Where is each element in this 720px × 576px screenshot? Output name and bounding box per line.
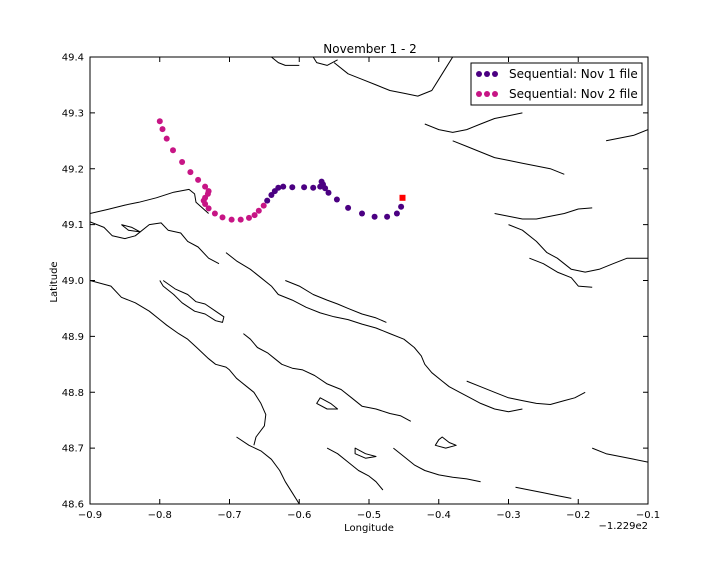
point-series-1 xyxy=(268,192,275,198)
y-tick-label: 49.3 xyxy=(62,108,84,119)
x-tick-label: −0.8 xyxy=(148,510,172,521)
chart-title: November 1 - 2 xyxy=(323,42,416,56)
coastline-17 xyxy=(424,112,523,133)
point-series-2 xyxy=(187,169,194,176)
coastline-13 xyxy=(592,447,648,463)
legend-label-1: Sequential: Nov 1 file xyxy=(509,67,638,81)
point-series-2 xyxy=(255,207,262,214)
y-tick-label: 48.6 xyxy=(62,500,84,511)
x-tick-label: −0.3 xyxy=(496,510,520,521)
point-series-2 xyxy=(260,202,267,209)
point-series-2 xyxy=(159,126,166,133)
coastline-18 xyxy=(452,140,565,175)
coastline-9 xyxy=(326,447,384,491)
legend-marker-2 xyxy=(492,91,498,97)
point-series-2 xyxy=(202,183,209,190)
point-series-1 xyxy=(301,184,308,191)
coastline-15 xyxy=(508,224,648,273)
y-tick-label: 48.7 xyxy=(62,444,84,455)
coastline-20 xyxy=(271,57,300,66)
point-series-2 xyxy=(163,135,170,142)
point-series-2 xyxy=(179,159,186,165)
point-series-1 xyxy=(384,213,391,220)
x-tick-label: −0.5 xyxy=(357,510,381,521)
coastline-11 xyxy=(393,447,481,483)
island-2 xyxy=(354,447,377,459)
coastline-layer xyxy=(90,57,648,504)
coastline-19 xyxy=(333,57,454,97)
y-tick-label: 49.0 xyxy=(62,276,84,287)
island-1 xyxy=(316,397,339,410)
point-series-2 xyxy=(156,118,163,125)
coastline-0 xyxy=(90,188,209,214)
point-series-1 xyxy=(359,210,365,217)
legend-label-2: Sequential: Nov 2 file xyxy=(509,87,638,101)
legend-marker-1 xyxy=(476,71,482,77)
point-series-2 xyxy=(211,210,218,217)
point-series-1 xyxy=(271,188,278,195)
point-series-2 xyxy=(251,212,258,219)
x-tick-label: −0.7 xyxy=(217,510,241,521)
point-series-1 xyxy=(371,213,378,220)
coastline-3 xyxy=(90,280,267,446)
y-tick-label: 49.2 xyxy=(62,164,84,175)
x-tick-label: −0.4 xyxy=(427,510,451,521)
point-series-1 xyxy=(280,183,287,190)
coastline-14 xyxy=(494,207,593,220)
point-series-1 xyxy=(317,183,324,190)
y-tick-label: 49.1 xyxy=(62,220,84,231)
y-tick-label: 48.9 xyxy=(62,332,84,343)
y-tick-label: 48.8 xyxy=(62,388,84,399)
x-axis-title: Longitude xyxy=(344,523,394,534)
point-series-2 xyxy=(228,216,235,223)
x-tick-label: −0.1 xyxy=(636,510,660,521)
point-series-1 xyxy=(325,189,332,196)
point-series-2 xyxy=(205,188,212,195)
coastline-7 xyxy=(243,333,412,422)
point-series-1 xyxy=(393,210,400,217)
point-series-2 xyxy=(195,176,202,183)
point-series-1 xyxy=(318,178,325,185)
island-0 xyxy=(434,436,457,449)
coastline-8 xyxy=(236,436,300,504)
x-tick-label: −0.2 xyxy=(566,510,590,521)
x-tick-label: −0.9 xyxy=(78,510,102,521)
coastline-10 xyxy=(466,380,586,405)
coastline-6 xyxy=(285,280,387,323)
x-tick-label: −0.6 xyxy=(287,510,311,521)
legend-marker-2 xyxy=(484,91,490,97)
legend: Sequential: Nov 1 file Sequential: Nov 2 … xyxy=(470,62,643,106)
legend-marker-1 xyxy=(484,71,490,77)
series-layer xyxy=(156,118,406,223)
coastline-1 xyxy=(90,221,220,265)
point-series-2 xyxy=(205,205,212,212)
y-axis-title: Latitude xyxy=(49,261,60,302)
point-series-2 xyxy=(237,216,244,223)
coastline-5 xyxy=(225,252,523,413)
plot-frame xyxy=(89,56,649,505)
point-series-1 xyxy=(345,204,352,211)
point-series-1 xyxy=(289,184,296,191)
point-series-2 xyxy=(246,214,252,221)
y-tick-label: 49.4 xyxy=(62,53,84,64)
legend-marker-1 xyxy=(492,71,498,77)
start-marker xyxy=(399,194,406,201)
point-series-1 xyxy=(398,203,405,210)
point-series-1 xyxy=(333,196,340,203)
coastline-16 xyxy=(529,257,593,288)
point-series-1 xyxy=(310,184,317,191)
coastline-22 xyxy=(606,129,648,142)
coastline-12 xyxy=(515,486,572,499)
point-series-2 xyxy=(170,147,176,154)
legend-marker-2 xyxy=(476,91,482,97)
coastline-4 xyxy=(159,280,225,323)
point-series-1 xyxy=(264,197,271,204)
tick-layer: −0.9 −0.8 −0.7 −0.6 −0.5 −0.4 −0.3 −0.2 −0.1 48.6… xyxy=(62,53,660,522)
legend-box xyxy=(470,62,643,106)
x-offset-label: −1.229e2 xyxy=(598,521,648,532)
point-series-2 xyxy=(219,214,226,221)
coastline-2 xyxy=(121,224,141,233)
coastline-21 xyxy=(312,57,338,66)
